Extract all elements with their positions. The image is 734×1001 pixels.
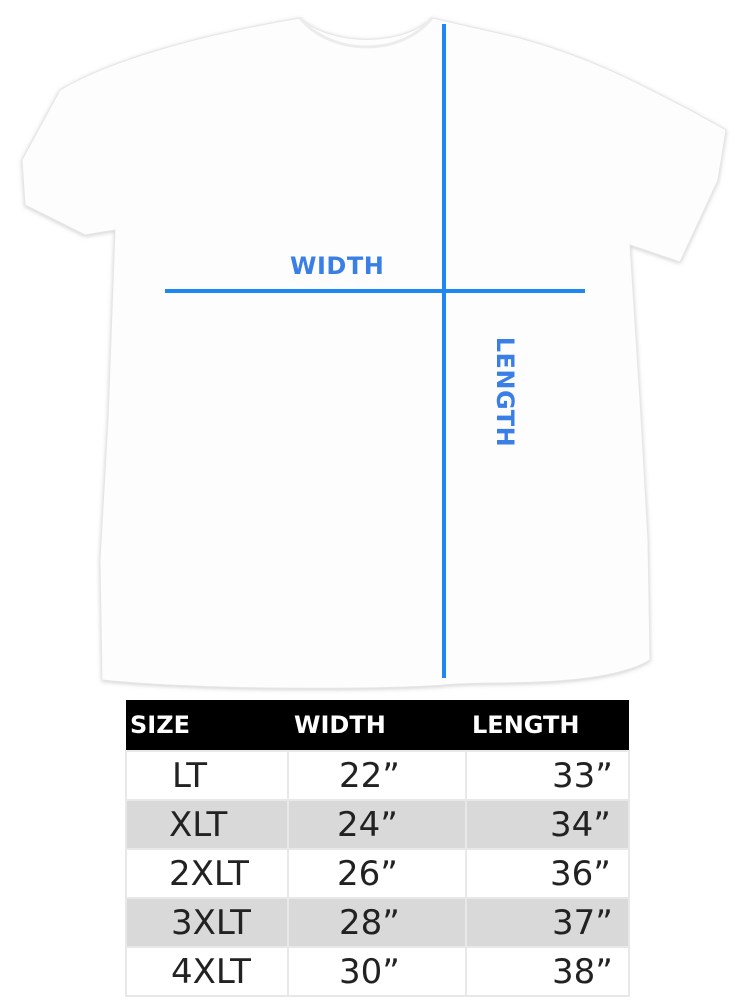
header-length: LENGTH: [466, 700, 629, 751]
size-cell: 2XLT: [125, 848, 289, 899]
length-cell: 37”: [465, 897, 630, 948]
tshirt-collar: [298, 17, 434, 49]
size-cell: 4XLT: [125, 946, 289, 997]
table-row: 2XLT 26” 36”: [125, 848, 630, 899]
length-cell: 36”: [465, 848, 630, 899]
tshirt-illustration: [21, 17, 727, 689]
width-cell: 24”: [287, 799, 467, 850]
size-cell: 3XLT: [125, 897, 289, 948]
length-cell: 38”: [465, 946, 630, 997]
header-width: WIDTH: [288, 700, 466, 751]
length-cell: 34”: [465, 799, 630, 850]
size-cell: XLT: [125, 799, 289, 850]
table-header: SIZE WIDTH LENGTH: [126, 700, 629, 751]
length-label: LENGTH: [491, 336, 519, 448]
table-row: 4XLT 30” 38”: [125, 946, 630, 997]
size-table: SIZE WIDTH LENGTH LT 22” 33” XLT 24” 34”…: [125, 700, 630, 997]
header-size: SIZE: [126, 700, 288, 751]
length-cell: 33”: [465, 750, 630, 801]
table-row: LT 22” 33”: [125, 750, 630, 801]
width-cell: 30”: [287, 946, 467, 997]
table-row: 3XLT 28” 37”: [125, 897, 630, 948]
width-label: WIDTH: [290, 252, 385, 280]
table-row: XLT 24” 34”: [125, 799, 630, 850]
size-cell: LT: [125, 750, 289, 801]
width-cell: 26”: [287, 848, 467, 899]
tshirt-outline: [21, 17, 727, 689]
width-cell: 22”: [287, 750, 467, 801]
width-cell: 28”: [287, 897, 467, 948]
